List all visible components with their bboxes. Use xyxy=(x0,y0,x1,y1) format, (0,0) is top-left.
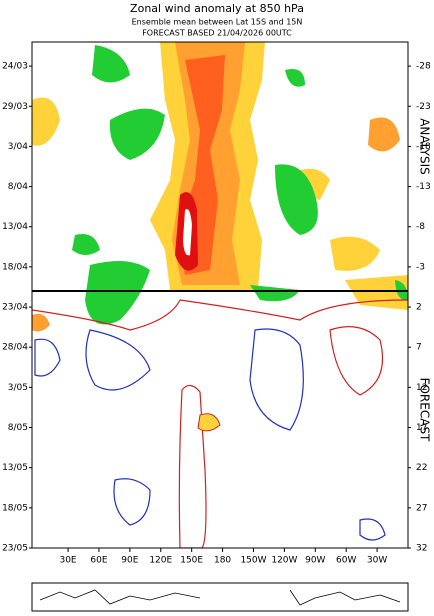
y2-tick-label: -28 xyxy=(416,62,431,72)
y2-tick-label: -23 xyxy=(416,102,431,112)
forecast-note: FORECAST BASED 21/04/2026 00UTC xyxy=(142,29,292,38)
y-tick-label: 18/04 xyxy=(2,262,28,272)
y2-tick-label: 7 xyxy=(416,343,422,353)
y-tick-label: 8/04 xyxy=(8,182,28,192)
y-tick-label: 28/04 xyxy=(2,343,28,353)
y2-tick-label: 32 xyxy=(416,544,427,554)
x-tick-label: 120W xyxy=(271,556,297,566)
y2-tick-label: -13 xyxy=(416,182,431,192)
y-tick-label: 18/05 xyxy=(2,503,28,513)
x-tick-label: 120E xyxy=(149,556,172,566)
y2-tick-label: 12 xyxy=(416,383,427,393)
x-tick-label: 60W xyxy=(336,556,356,566)
y-tick-label: 3/05 xyxy=(8,383,28,393)
y-tick-label: 23/04 xyxy=(2,303,28,313)
y-tick-label: 29/03 xyxy=(2,102,28,112)
y2-tick-label: -8 xyxy=(416,222,425,232)
y2-tick-label: 17 xyxy=(416,423,427,433)
coastline xyxy=(39,589,401,606)
x-tick-label: 90W xyxy=(305,556,325,566)
x-tick-label: 90E xyxy=(121,556,138,566)
x-tick-label: 150E xyxy=(180,556,203,566)
y-tick-label: 3/04 xyxy=(8,142,28,152)
map-strip xyxy=(31,582,409,612)
x-tick-label: 180 xyxy=(214,556,231,566)
x-tick-label: 60E xyxy=(90,556,107,566)
y-tick-label: 13/04 xyxy=(2,222,28,232)
y2-tick-label: 22 xyxy=(416,463,427,473)
x-tick-label: 30W xyxy=(367,556,387,566)
y-tick-label: 24/03 xyxy=(2,62,28,72)
forecast-label: FORECAST xyxy=(418,378,432,442)
analysis-label: ANALYSIS xyxy=(418,118,432,175)
x-tick-label: 30E xyxy=(59,556,76,566)
y-tick-label: 23/05 xyxy=(2,544,28,554)
y2-tick-label: 2 xyxy=(416,303,422,313)
y2-tick-label: -3 xyxy=(416,262,425,272)
chart-subtitle: Ensemble mean between Lat 15S and 15N xyxy=(132,18,303,27)
plot-frame xyxy=(31,41,409,549)
x-tick-label: 150W xyxy=(240,556,266,566)
contour-field xyxy=(32,42,408,548)
y-tick-label: 13/05 xyxy=(2,463,28,473)
y2-tick-label: -18 xyxy=(416,142,431,152)
chart-title: Zonal wind anomaly at 850 hPa xyxy=(130,2,304,15)
y2-tick-label: 27 xyxy=(416,503,427,513)
y-tick-label: 8/05 xyxy=(8,423,28,433)
